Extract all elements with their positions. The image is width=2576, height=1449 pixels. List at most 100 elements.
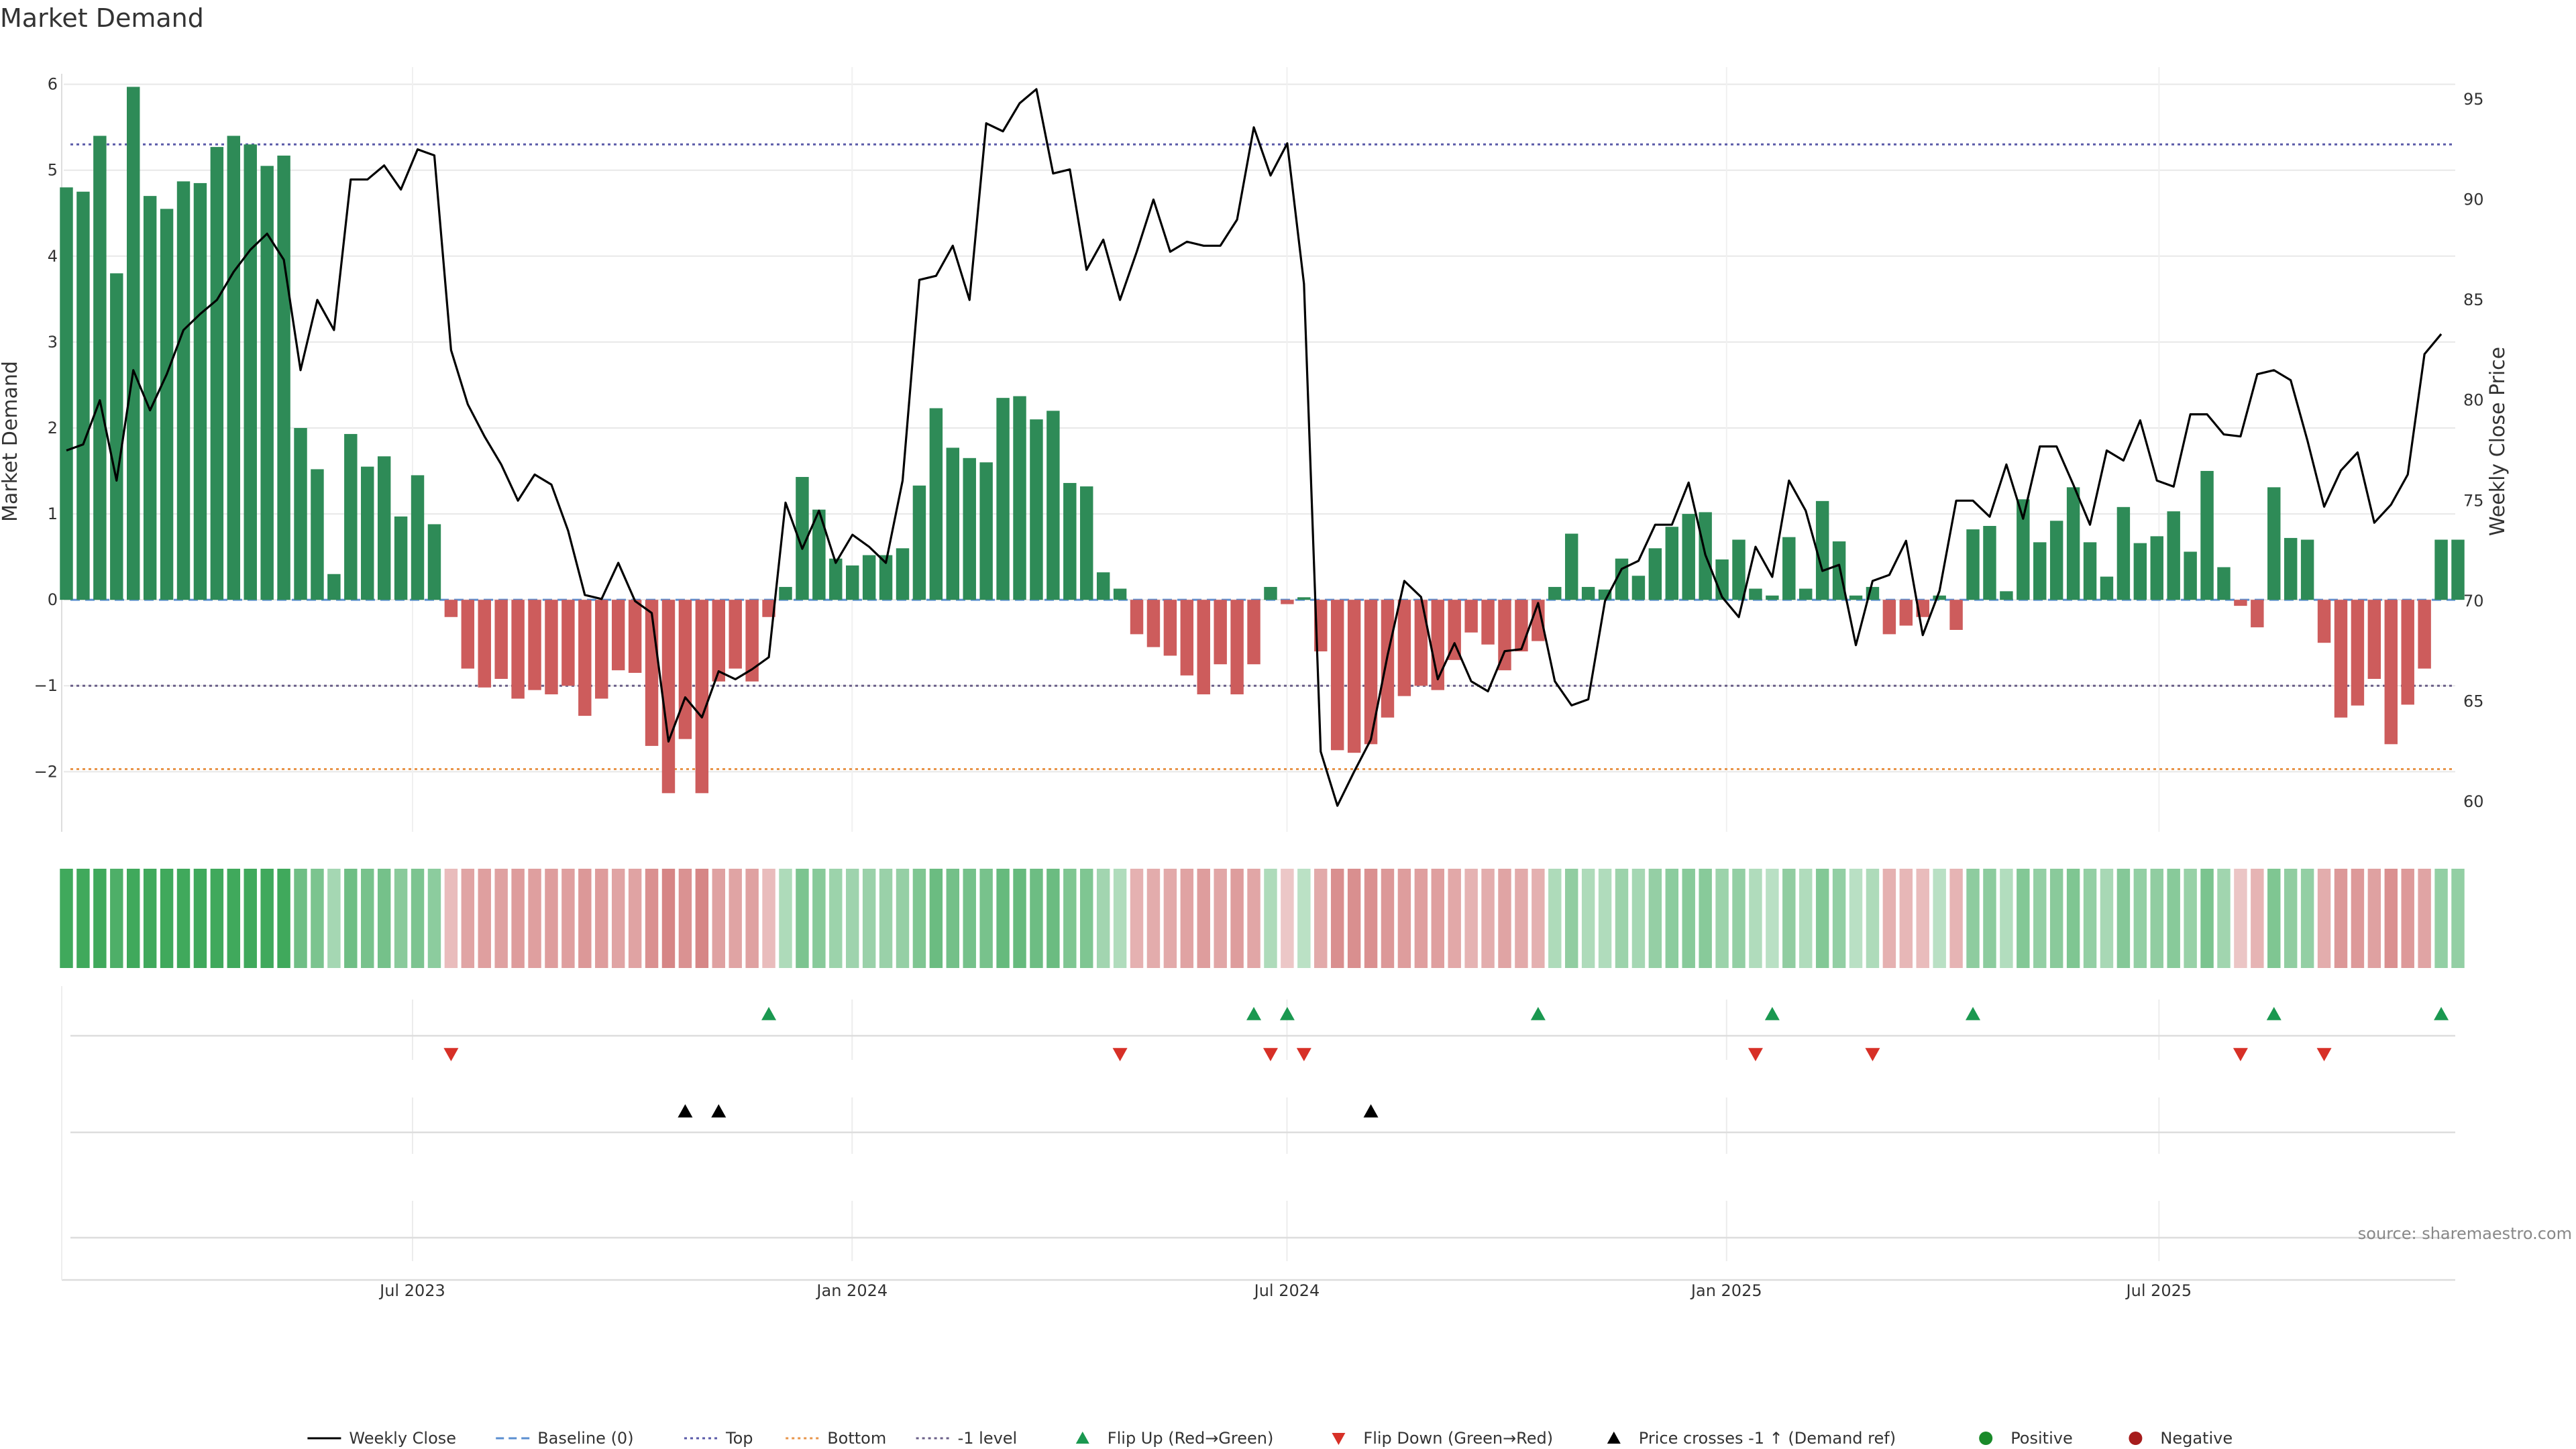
strip-cell — [829, 869, 843, 968]
strip-cell — [1581, 869, 1595, 968]
flip-down-marker — [1748, 1048, 1763, 1061]
strip-cell — [1481, 869, 1495, 968]
flip-up-marker — [1966, 1007, 1981, 1020]
strip-cell — [2066, 869, 2080, 968]
strip-cell — [779, 869, 792, 968]
demand-bar — [645, 600, 659, 746]
weekly-close-line — [66, 88, 2443, 807]
demand-bar — [561, 600, 575, 686]
demand-bar — [2116, 506, 2131, 600]
demand-bar — [277, 155, 290, 600]
strip-cell — [444, 869, 458, 968]
demand-bar — [411, 475, 425, 600]
strip-cell — [2267, 869, 2281, 968]
strip-cell — [1297, 869, 1311, 968]
demand-bar — [160, 209, 174, 600]
demand-bar — [1397, 600, 1411, 696]
strip-cell — [1766, 869, 1779, 968]
x-tick-label: Jul 2024 — [1253, 1281, 1320, 1300]
strip-cell — [1214, 869, 1227, 968]
demand-bar — [1749, 588, 1762, 600]
demand-bar — [1180, 600, 1194, 676]
strip-cell — [1063, 869, 1077, 968]
demand-bar — [1949, 600, 1963, 630]
legend-label: Baseline (0) — [537, 1429, 633, 1448]
demand-bar — [1782, 537, 1796, 600]
demand-bar — [1966, 529, 1980, 600]
demand-bar — [1515, 600, 1528, 652]
strip-cell — [1030, 869, 1043, 968]
strip-cell — [176, 869, 191, 968]
demand-bar — [1146, 600, 1161, 647]
strip-cell — [1180, 869, 1194, 968]
demand-bar — [1766, 595, 1779, 600]
strip-cell — [896, 869, 910, 968]
strip-cell — [2401, 869, 2414, 968]
strip-cell — [2317, 869, 2331, 968]
strip-cell — [2334, 869, 2348, 968]
demand-bar — [1264, 586, 1277, 600]
strip-cell — [1381, 869, 1395, 968]
strip-cell — [60, 869, 73, 968]
right-tick-label: 60 — [2463, 792, 2484, 811]
demand-bar — [327, 574, 341, 600]
right-tick-label: 70 — [2463, 592, 2484, 610]
strip-cell — [478, 869, 491, 968]
demand-bars — [60, 87, 2465, 794]
strip-cell — [2000, 869, 2013, 968]
demand-bar — [528, 600, 541, 690]
demand-bar — [210, 147, 224, 600]
strip-cell — [327, 869, 341, 968]
strip-cell — [2150, 869, 2163, 968]
demand-bar — [427, 524, 441, 600]
demand-bar — [2167, 511, 2180, 600]
price-cross-marker — [678, 1104, 693, 1118]
legend-swatch — [1979, 1432, 1993, 1445]
strip-cell — [1949, 869, 1963, 968]
demand-bar — [1247, 600, 1260, 665]
strip-cell — [1564, 869, 1578, 968]
strip-cell — [1699, 869, 1712, 968]
strip-cell — [2384, 869, 2398, 968]
demand-bar — [829, 558, 843, 600]
legend-swatch — [1607, 1432, 1621, 1444]
x-tick-label: Jan 2024 — [815, 1281, 888, 1300]
demand-bar — [1799, 588, 1813, 600]
left-tick-label: 3 — [48, 333, 58, 352]
demand-bar — [2184, 551, 2197, 600]
strip-cell — [260, 869, 274, 968]
legend-item: Weekly Close — [307, 1429, 456, 1448]
legend-label: Negative — [2160, 1429, 2233, 1448]
weekly-close-line-path — [66, 88, 2443, 807]
strip-cell — [946, 869, 960, 968]
signal-markers — [443, 1007, 2449, 1118]
strip-cell — [1163, 869, 1177, 968]
legend-label: Price crosses -1 ↑ (Demand ref) — [1639, 1429, 1896, 1448]
strip-cell — [1532, 869, 1545, 968]
demand-bar — [1230, 600, 1244, 695]
strip-cell — [1631, 869, 1646, 968]
strip-cell — [1247, 869, 1260, 968]
demand-bar — [628, 600, 642, 674]
strip-cell — [545, 869, 558, 968]
demand-bar — [1481, 600, 1495, 645]
demand-bar — [979, 462, 993, 600]
demand-bar — [578, 600, 592, 716]
strip-cell — [311, 869, 324, 968]
demand-bar — [712, 600, 725, 682]
strip-cell — [2251, 869, 2264, 968]
strip-cell — [1230, 869, 1244, 968]
left-tick-label: 6 — [48, 75, 58, 94]
demand-bar — [1347, 600, 1361, 753]
strip-cell — [160, 869, 174, 968]
demand-bar — [1046, 411, 1060, 600]
strip-cell — [2167, 869, 2180, 968]
strip-cell — [912, 869, 926, 968]
demand-bar — [2066, 487, 2080, 600]
demand-bar — [444, 600, 458, 617]
strip-cell — [595, 869, 608, 968]
strip-cell — [2200, 869, 2214, 968]
strip-cell — [762, 869, 775, 968]
strip-cell — [76, 869, 90, 968]
strip-cell — [1013, 869, 1026, 968]
